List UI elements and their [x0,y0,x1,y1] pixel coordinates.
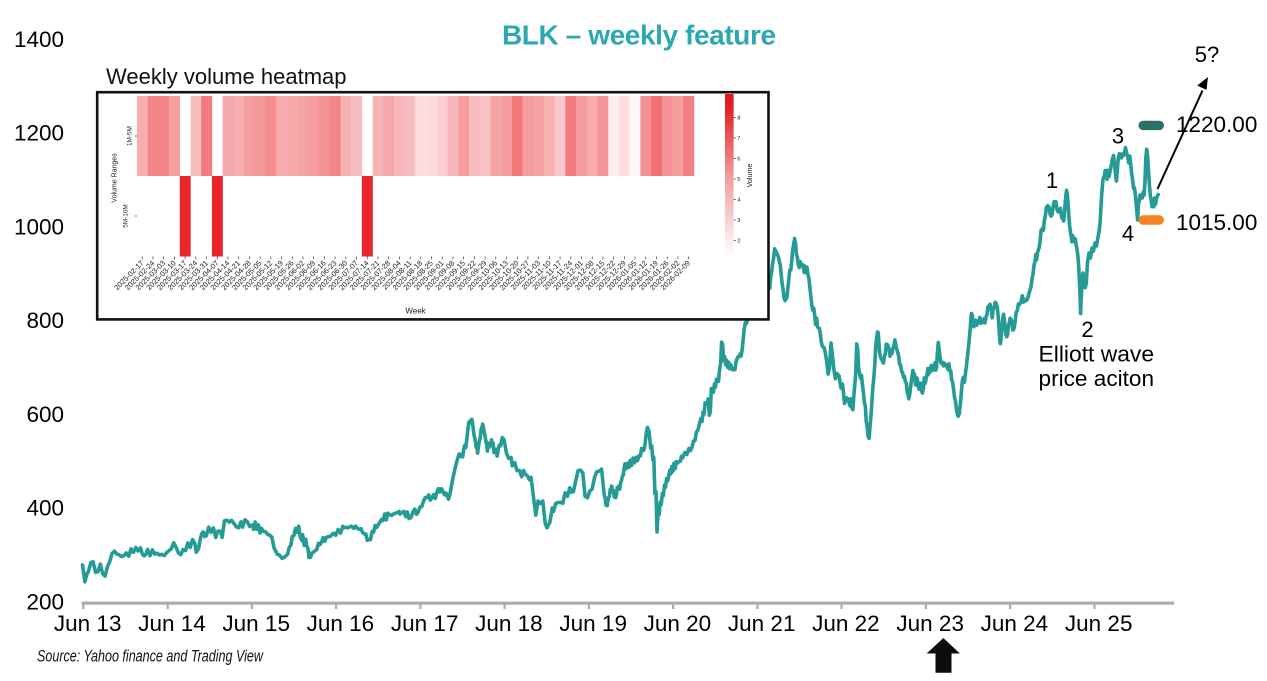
svg-text:1400: 1400 [14,27,64,52]
svg-text:Volume Ranges: Volume Ranges [112,153,119,203]
svg-text:800: 800 [26,308,64,333]
svg-text:Jun 21: Jun 21 [728,611,796,636]
svg-text:Jun 19: Jun 19 [559,611,627,636]
svg-text:1000: 1000 [14,214,64,239]
svg-text:Jun 14: Jun 14 [138,611,206,636]
svg-text:6: 6 [737,156,740,162]
svg-text:400: 400 [26,496,64,521]
svg-text:200: 200 [26,589,64,614]
svg-text:7: 7 [737,136,740,142]
svg-text:Source: Yahoo finance and Trad: Source: Yahoo finance and Trading View [37,648,264,666]
svg-text:2: 2 [1081,317,1093,342]
svg-text:Jun 16: Jun 16 [307,611,375,636]
svg-text:Volume: Volume [745,164,754,188]
svg-text:BLK – weekly feature: BLK – weekly feature [502,19,776,50]
svg-text:Elliott wave: Elliott wave [1039,342,1155,367]
svg-text:3: 3 [737,218,740,224]
svg-text:price aciton: price aciton [1039,366,1155,391]
svg-text:5M-10M: 5M-10M [123,204,130,227]
svg-text:1200: 1200 [14,121,64,146]
svg-text:Weekly volume heatmap: Weekly volume heatmap [106,64,347,89]
svg-text:Week: Week [405,307,426,316]
svg-text:5: 5 [737,177,740,183]
svg-text:5?: 5? [1195,42,1219,67]
svg-text:1: 1 [1046,168,1058,193]
svg-text:3: 3 [1112,124,1124,149]
svg-text:600: 600 [26,402,64,427]
svg-text:1220.00: 1220.00 [1176,112,1257,137]
svg-text:Jun 25: Jun 25 [1065,611,1133,636]
svg-text:4: 4 [1122,221,1134,246]
svg-text:Jun 23: Jun 23 [896,611,964,636]
svg-text:Jun 15: Jun 15 [222,611,290,636]
svg-text:Jun 18: Jun 18 [475,611,543,636]
svg-text:1M-5M: 1M-5M [127,126,134,146]
svg-text:2: 2 [737,239,740,245]
svg-text:1015.00: 1015.00 [1176,210,1257,235]
svg-text:Jun 22: Jun 22 [812,611,880,636]
svg-text:4: 4 [737,198,741,204]
svg-text:Jun 24: Jun 24 [981,611,1049,636]
svg-text:8: 8 [737,115,740,121]
svg-text:Jun 17: Jun 17 [391,611,459,636]
svg-text:Jun 20: Jun 20 [644,611,712,636]
svg-text:Jun 13: Jun 13 [54,611,122,636]
